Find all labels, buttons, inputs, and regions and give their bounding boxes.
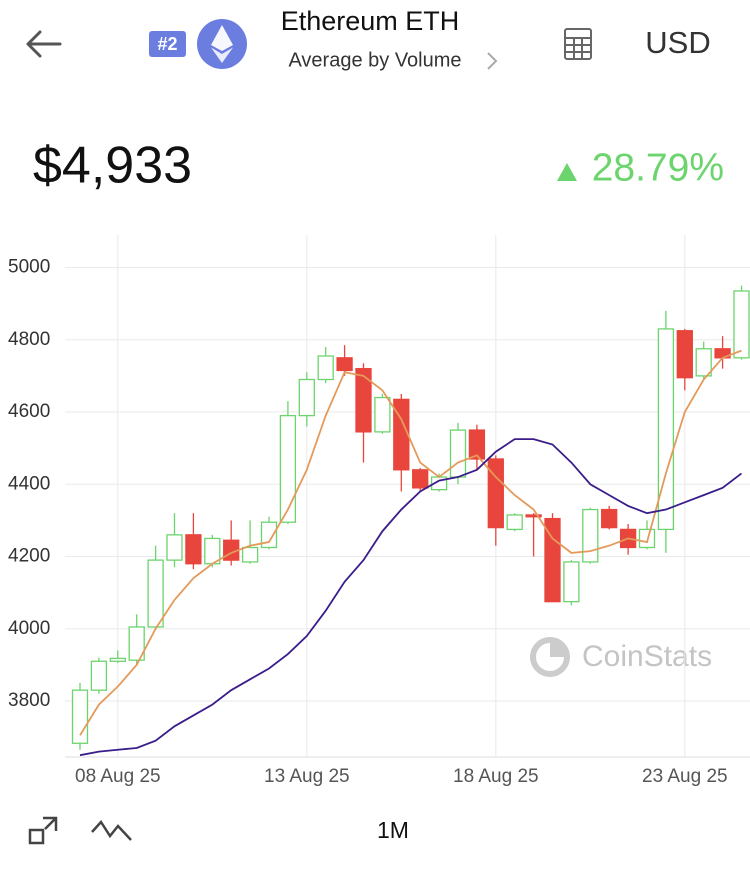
coin-title: Ethereum ETH bbox=[281, 6, 460, 36]
candle-body bbox=[260, 521, 278, 549]
candle-body bbox=[506, 514, 523, 531]
candle-body bbox=[241, 546, 259, 563]
candle-body bbox=[412, 469, 429, 489]
watermark: CoinStats bbox=[582, 640, 712, 673]
candle-body bbox=[317, 355, 334, 381]
candle-body bbox=[733, 290, 750, 359]
up-arrow bbox=[557, 163, 577, 181]
moving-average-line bbox=[79, 438, 743, 757]
price: $4,933 bbox=[33, 137, 192, 195]
candle-body bbox=[468, 429, 486, 460]
range-selector[interactable]: 1M bbox=[377, 817, 409, 843]
moving-average-line bbox=[79, 349, 742, 736]
chevron bbox=[487, 52, 498, 70]
y-tick-label: 4600 bbox=[8, 401, 50, 422]
y-tick-label: 5000 bbox=[8, 257, 50, 278]
y-tick-label: 3800 bbox=[8, 690, 50, 711]
x-tick-label: 13 Aug 25 bbox=[264, 766, 350, 787]
calculator-icon[interactable] bbox=[564, 28, 592, 60]
rank-badge bbox=[149, 31, 186, 57]
price-change: 28.79% bbox=[592, 146, 724, 189]
candle-body bbox=[449, 429, 467, 478]
price-chart: 3800 4000 4200 4400 4600 4800 5000 08 Aug 25 13 … bbox=[8, 235, 750, 787]
candle-body bbox=[695, 348, 712, 377]
candle-body bbox=[638, 528, 656, 549]
candle-body bbox=[487, 458, 504, 529]
candle-body bbox=[544, 517, 561, 603]
y-tick-label: 4400 bbox=[8, 473, 50, 494]
candle-body bbox=[336, 357, 353, 372]
watermark-logo bbox=[530, 637, 570, 677]
candle-body bbox=[563, 561, 580, 603]
candle-body bbox=[525, 514, 542, 518]
x-tick-label: 08 Aug 25 bbox=[75, 766, 161, 787]
y-tick-label: 4200 bbox=[8, 546, 50, 567]
y-tick-label: 4800 bbox=[8, 329, 50, 350]
candle-body bbox=[128, 626, 145, 661]
back-button[interactable] bbox=[26, 30, 62, 58]
candle-body bbox=[298, 378, 315, 417]
candle-body bbox=[109, 657, 126, 662]
candle-body bbox=[185, 534, 202, 565]
candle-body bbox=[657, 328, 675, 531]
candle-body bbox=[279, 414, 297, 523]
eth-logo bbox=[197, 19, 247, 69]
candle-body bbox=[90, 660, 108, 691]
candle-body bbox=[374, 396, 391, 433]
y-tick-label: 4000 bbox=[8, 618, 50, 639]
candle-body bbox=[676, 330, 693, 379]
price-source[interactable]: Average by Volume bbox=[288, 49, 461, 71]
currency[interactable]: USD bbox=[645, 25, 710, 60]
candle-body bbox=[601, 508, 618, 529]
x-tick-label: 18 Aug 25 bbox=[453, 766, 539, 787]
expand-icon[interactable] bbox=[28, 816, 58, 845]
x-tick-label: 23 Aug 25 bbox=[642, 766, 728, 787]
line-chart-toggle[interactable] bbox=[91, 819, 132, 841]
rank: #2 bbox=[157, 34, 177, 54]
candle-body bbox=[355, 368, 372, 433]
candle-body bbox=[166, 534, 183, 561]
candle-body bbox=[582, 508, 599, 563]
candle-body bbox=[147, 559, 164, 628]
